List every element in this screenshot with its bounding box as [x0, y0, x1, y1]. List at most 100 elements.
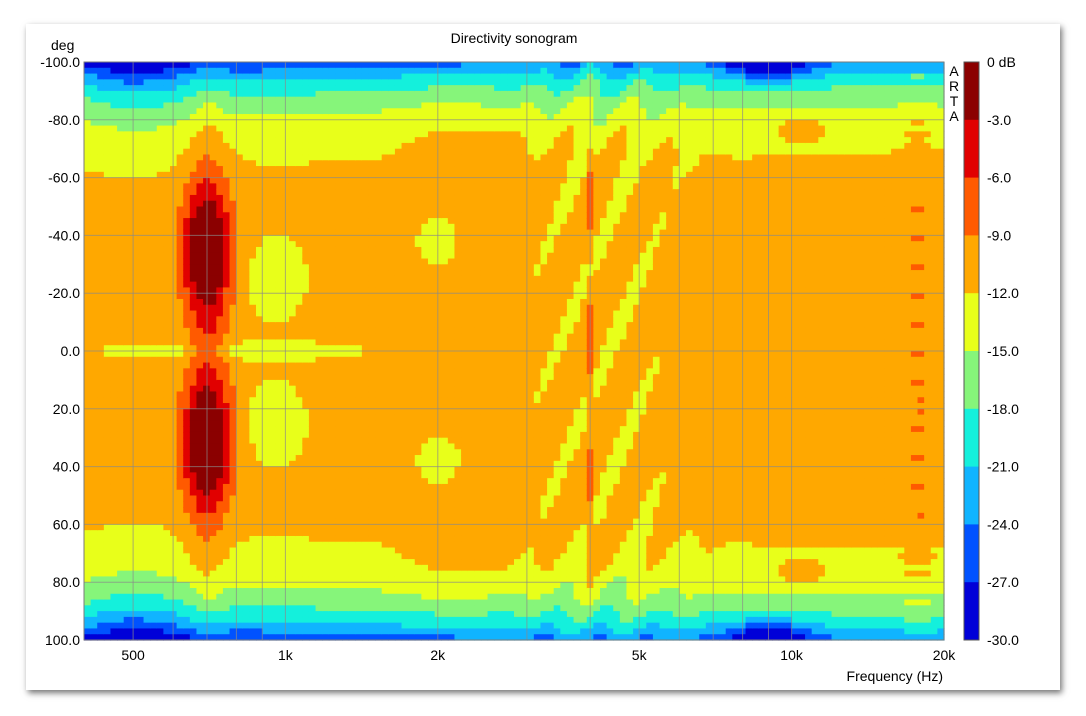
- heatmap-cell: [123, 339, 131, 346]
- heatmap-cell: [401, 154, 409, 161]
- heatmap-cell: [123, 293, 131, 300]
- heatmap-cell: [156, 304, 164, 312]
- heatmap-cell: [275, 142, 284, 150]
- heatmap-cell: [408, 593, 416, 601]
- heatmap-cell: [90, 183, 98, 190]
- heatmap-cell: [322, 374, 330, 381]
- heatmap-cell: [189, 137, 198, 144]
- heatmap-cell: [90, 310, 98, 317]
- heatmap-cell: [289, 339, 297, 346]
- heatmap-cell: [262, 628, 270, 635]
- heatmap-cell: [381, 281, 389, 289]
- heatmap-cell: [130, 449, 138, 456]
- heatmap-cell: [348, 553, 356, 560]
- heatmap-cell: [242, 166, 250, 173]
- heatmap-cell: [176, 564, 184, 572]
- heatmap-cell: [408, 298, 416, 306]
- heatmap-cell: [97, 518, 105, 525]
- heatmap-cell: [375, 287, 383, 294]
- heatmap-cell: [381, 200, 389, 208]
- heatmap-cell: [236, 582, 244, 589]
- heatmap-cell: [302, 96, 310, 104]
- heatmap-cell: [381, 507, 389, 514]
- heatmap-cell: [322, 437, 330, 445]
- heatmap-cell: [90, 570, 98, 578]
- heatmap-cell: [322, 114, 330, 121]
- heatmap-cell: [222, 293, 231, 300]
- heatmap-cell: [242, 200, 250, 208]
- heatmap-cell: [163, 171, 171, 179]
- heatmap-cell: [315, 518, 323, 525]
- heatmap-cell: [110, 322, 118, 329]
- heatmap-cell: [110, 108, 118, 115]
- heatmap-cell: [183, 252, 191, 260]
- heatmap-cell: [348, 362, 356, 369]
- heatmap-cell: [130, 304, 138, 312]
- heatmap-cell: [302, 403, 310, 410]
- heatmap-cell: [117, 206, 125, 213]
- heatmap-cell: [216, 455, 224, 462]
- heatmap-cell: [97, 455, 105, 462]
- heatmap-cell: [275, 535, 284, 543]
- heatmap-cell: [388, 177, 396, 184]
- heatmap-cell: [130, 564, 138, 572]
- heatmap-cell: [342, 628, 350, 635]
- heatmap-cell: [322, 397, 330, 404]
- heatmap-cell: [242, 102, 250, 109]
- heatmap-cell: [84, 414, 92, 421]
- heatmap-cell: [189, 362, 198, 369]
- heatmap-cell: [229, 634, 237, 641]
- heatmap-cell: [282, 605, 290, 612]
- heatmap-cell: [355, 559, 363, 566]
- heatmap-cell: [209, 478, 217, 485]
- heatmap-cell: [150, 449, 158, 456]
- heatmap-cell: [269, 483, 277, 491]
- heatmap-cell: [256, 67, 264, 75]
- heatmap-cell: [401, 437, 409, 445]
- heatmap-cell: [361, 605, 370, 612]
- heatmap-cell: [401, 374, 409, 381]
- heatmap-cell: [183, 593, 191, 601]
- heatmap-cell: [289, 252, 297, 260]
- heatmap-cell: [130, 391, 138, 398]
- heatmap-cell: [209, 345, 217, 352]
- heatmap-cell: [342, 241, 350, 248]
- heatmap-cell: [342, 420, 350, 427]
- heatmap-cell: [222, 96, 231, 104]
- heatmap-cell: [375, 414, 383, 421]
- heatmap-cell: [222, 114, 231, 121]
- heatmap-cell: [103, 443, 112, 450]
- heatmap-cell: [308, 96, 317, 104]
- heatmap-cell: [355, 171, 363, 179]
- heatmap-cell: [262, 420, 270, 427]
- heatmap-cell: [97, 541, 105, 549]
- heatmap-cell: [269, 570, 277, 578]
- heatmap-cell: [408, 212, 416, 219]
- heatmap-cell: [209, 374, 217, 381]
- heatmap-cell: [289, 559, 297, 566]
- heatmap-cell: [315, 530, 323, 537]
- heatmap-cell: [229, 530, 237, 537]
- heatmap-cell: [117, 218, 125, 225]
- heatmap-cell: [170, 200, 178, 208]
- heatmap-cell: [282, 385, 290, 393]
- heatmap-cell: [289, 229, 297, 236]
- heatmap-cell: [322, 576, 330, 583]
- heatmap-cell: [308, 437, 317, 445]
- heatmap-cell: [335, 252, 343, 260]
- heatmap-cell: [282, 483, 290, 491]
- heatmap-cell: [156, 293, 164, 300]
- heatmap-cell: [308, 431, 317, 439]
- heatmap-cell: [269, 171, 277, 179]
- heatmap-cell: [90, 356, 98, 364]
- heatmap-cell: [302, 177, 310, 184]
- heatmap-cell: [236, 628, 244, 635]
- heatmap-cell: [401, 449, 409, 456]
- heatmap-cell: [176, 154, 184, 161]
- heatmap-cell: [90, 582, 98, 589]
- heatmap-cell: [335, 322, 343, 329]
- heatmap-cell: [123, 582, 131, 589]
- heatmap-cell: [355, 431, 363, 439]
- heatmap-cell: [368, 437, 376, 445]
- heatmap-cell: [123, 530, 131, 537]
